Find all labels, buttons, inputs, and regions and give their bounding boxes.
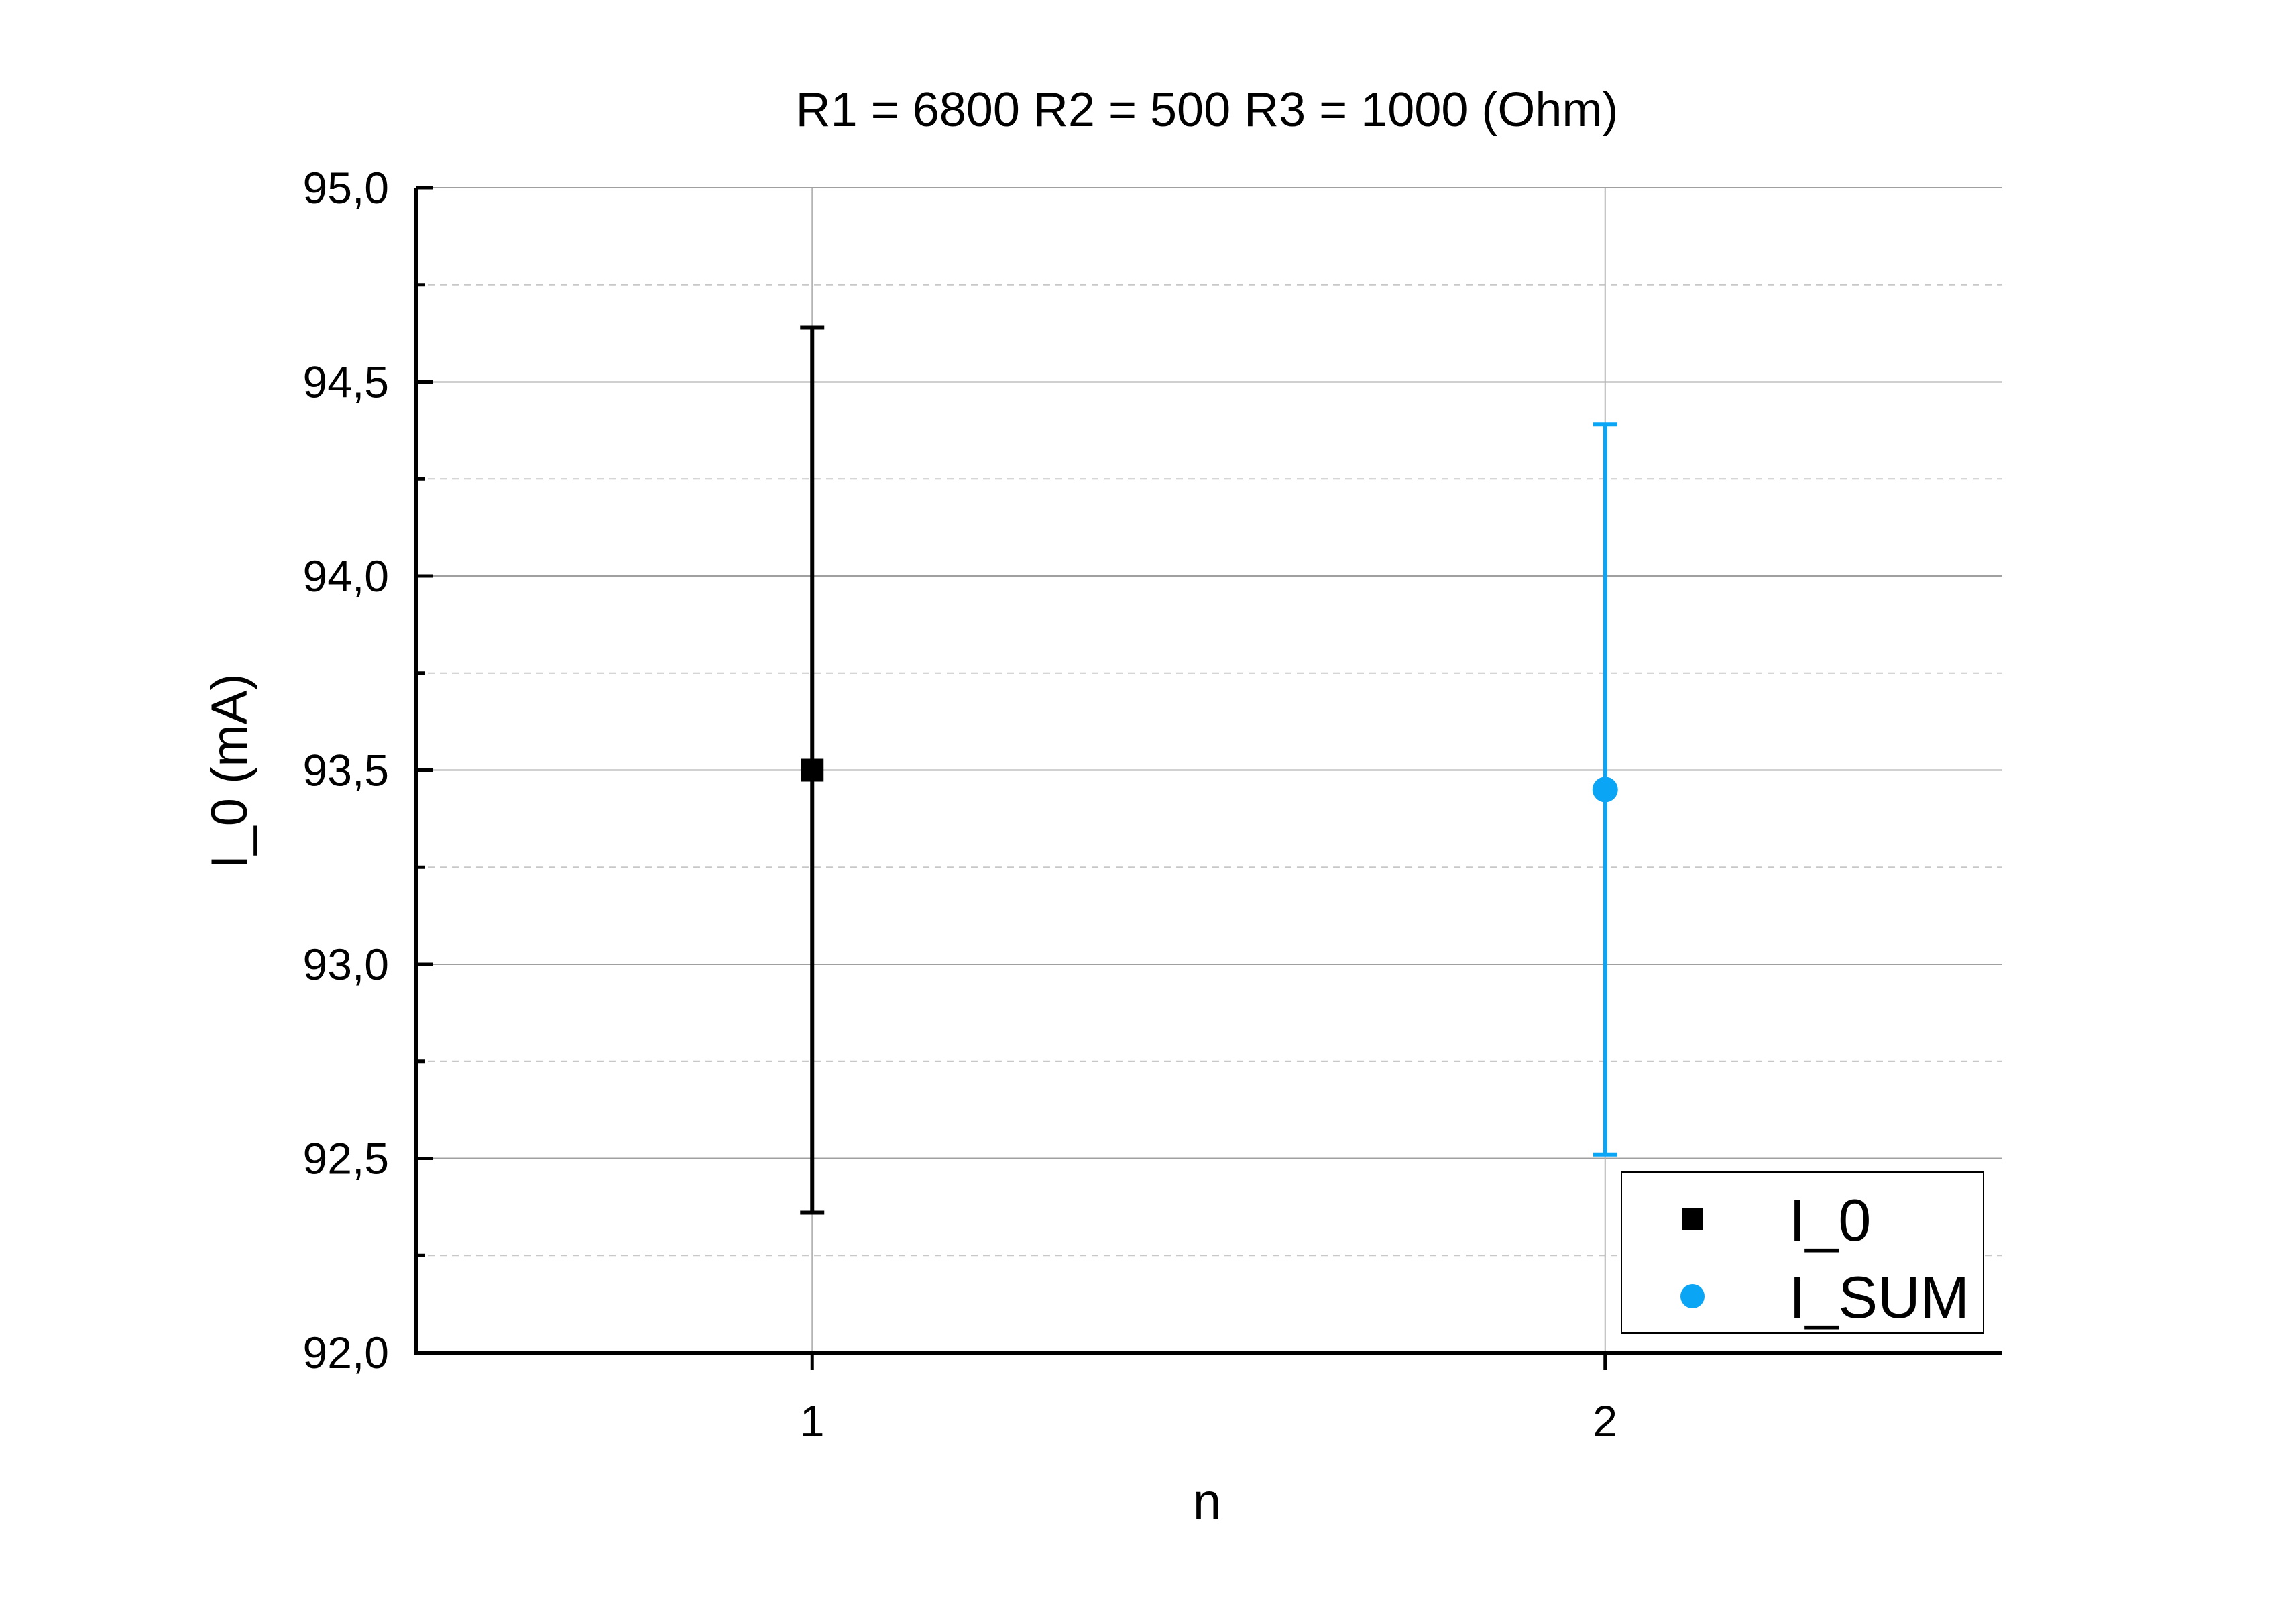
y-tick-label: 94,0: [303, 551, 389, 601]
axes: 92,0 92,5 93,0 93,5 94,0 94,5 95,0 1 2: [303, 163, 2002, 1446]
y-tick-label: 94,5: [303, 357, 389, 407]
y-tick-label: 95,0: [303, 163, 389, 213]
x-axis-title: n: [1193, 1473, 1221, 1530]
legend-box: [1621, 1171, 1984, 1334]
y-tick-label: 93,0: [303, 939, 389, 989]
y-tick-label: 92,0: [303, 1328, 389, 1377]
x-tick-label: 2: [1593, 1396, 1617, 1446]
legend-marker-circle: [1680, 1284, 1705, 1308]
y-tick-label: 92,5: [303, 1134, 389, 1184]
data-point-circle: [1592, 777, 1618, 803]
data-point-square: [801, 758, 824, 782]
y-axis-title: I_0 (mA): [201, 673, 258, 868]
x-tick-label: 1: [800, 1396, 825, 1446]
legend-label: I_SUM: [1789, 1264, 1969, 1330]
legend-label: I_0: [1789, 1187, 1871, 1253]
legend-marker-square: [1682, 1208, 1703, 1230]
legend: I_0 I_SUM: [1621, 1171, 1984, 1334]
y-tick-label: 93,5: [303, 746, 389, 795]
chart-title: R1 = 6800 R2 = 500 R3 = 1000 (Ohm): [796, 83, 1619, 137]
data-series: [800, 325, 1618, 1215]
